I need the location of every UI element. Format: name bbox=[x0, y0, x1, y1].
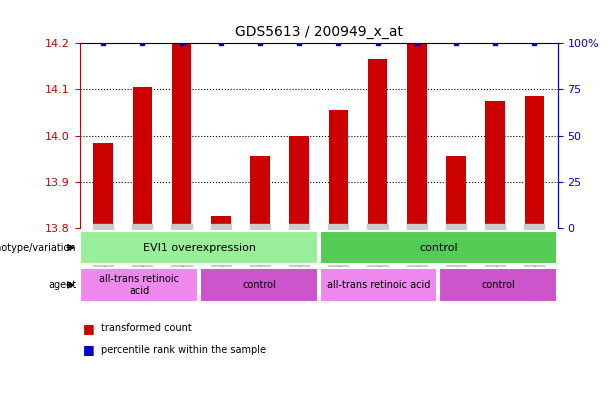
Text: all-trans retinoic acid: all-trans retinoic acid bbox=[327, 280, 430, 290]
Text: agent: agent bbox=[48, 280, 77, 290]
Text: transformed count: transformed count bbox=[101, 323, 192, 333]
Text: ■: ■ bbox=[83, 321, 94, 335]
Bar bbox=[93, 143, 113, 228]
Bar bbox=[200, 268, 318, 301]
Bar bbox=[407, 43, 427, 228]
Bar bbox=[439, 268, 557, 301]
Bar bbox=[319, 231, 557, 264]
Bar bbox=[319, 268, 438, 301]
Bar bbox=[446, 156, 466, 228]
Text: all-trans retinoic
acid: all-trans retinoic acid bbox=[99, 274, 180, 296]
Bar bbox=[525, 96, 544, 228]
Bar bbox=[250, 156, 270, 228]
Bar bbox=[132, 87, 152, 228]
Text: EVI1 overexpression: EVI1 overexpression bbox=[143, 242, 256, 253]
Text: percentile rank within the sample: percentile rank within the sample bbox=[101, 345, 266, 355]
Text: genotype/variation: genotype/variation bbox=[0, 242, 77, 253]
Bar bbox=[80, 268, 199, 301]
Text: ■: ■ bbox=[83, 343, 94, 356]
Bar bbox=[80, 231, 318, 264]
Bar bbox=[211, 217, 230, 228]
Text: control: control bbox=[242, 280, 276, 290]
Title: GDS5613 / 200949_x_at: GDS5613 / 200949_x_at bbox=[235, 26, 403, 39]
Bar bbox=[172, 43, 191, 228]
Bar bbox=[289, 136, 309, 228]
Text: control: control bbox=[419, 242, 458, 253]
Bar bbox=[485, 101, 505, 228]
Bar bbox=[368, 59, 387, 228]
Text: control: control bbox=[481, 280, 515, 290]
Bar bbox=[329, 110, 348, 228]
